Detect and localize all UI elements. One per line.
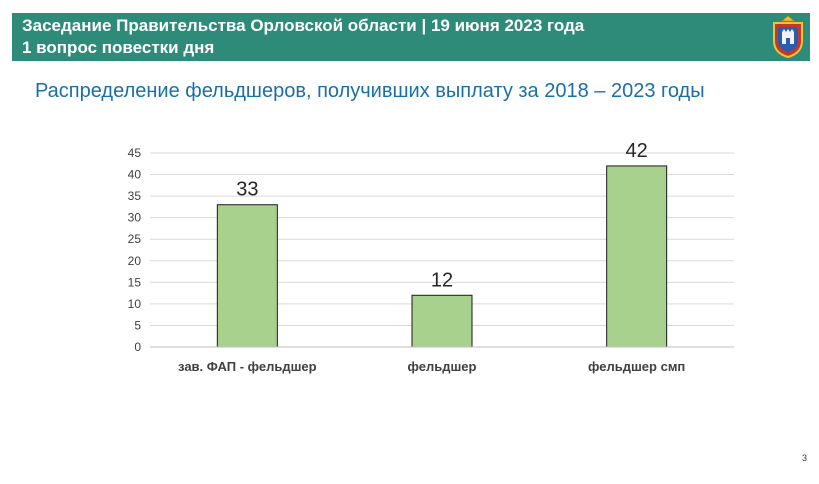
- header-agenda-item: 1 вопрос повестки дня: [22, 38, 215, 57]
- y-tick-label: 40: [128, 168, 142, 182]
- data-label: 42: [626, 140, 648, 162]
- category-label: фельдшер смп: [588, 359, 685, 374]
- y-tick-label: 25: [128, 232, 142, 246]
- y-tick-label: 20: [128, 254, 142, 268]
- slide-subtitle: Распределение фельдшеров, получивших вып…: [35, 80, 705, 102]
- chart-y-axis: 0 5 10 15 20 25 30 35 40 45: [128, 146, 142, 354]
- y-tick-label: 5: [134, 318, 141, 332]
- page-number: 3: [801, 453, 807, 463]
- chart-category-labels: зав. ФАП - фельдшер фельдшер фельдшер смп: [178, 359, 685, 374]
- chart-bars: [216, 165, 668, 348]
- bar: [411, 294, 473, 348]
- y-tick-label: 15: [128, 275, 142, 289]
- header-title: Заседание Правительства Орловской област…: [22, 16, 585, 35]
- category-label: фельдшер: [408, 359, 477, 374]
- bar: [606, 165, 668, 348]
- coat-of-arms-icon: [773, 15, 803, 59]
- y-tick-label: 35: [128, 189, 142, 203]
- y-tick-label: 10: [128, 297, 142, 311]
- bar: [216, 204, 278, 348]
- y-tick-label: 45: [128, 146, 142, 160]
- data-label: 33: [236, 179, 258, 201]
- y-tick-label: 0: [134, 340, 141, 354]
- data-label: 12: [431, 269, 453, 291]
- chart-data-labels: 33 12 42: [236, 140, 648, 291]
- category-label: зав. ФАП - фельдшер: [178, 359, 317, 374]
- slide-header: Заседание Правительства Орловской област…: [12, 13, 810, 61]
- y-tick-label: 30: [128, 211, 142, 225]
